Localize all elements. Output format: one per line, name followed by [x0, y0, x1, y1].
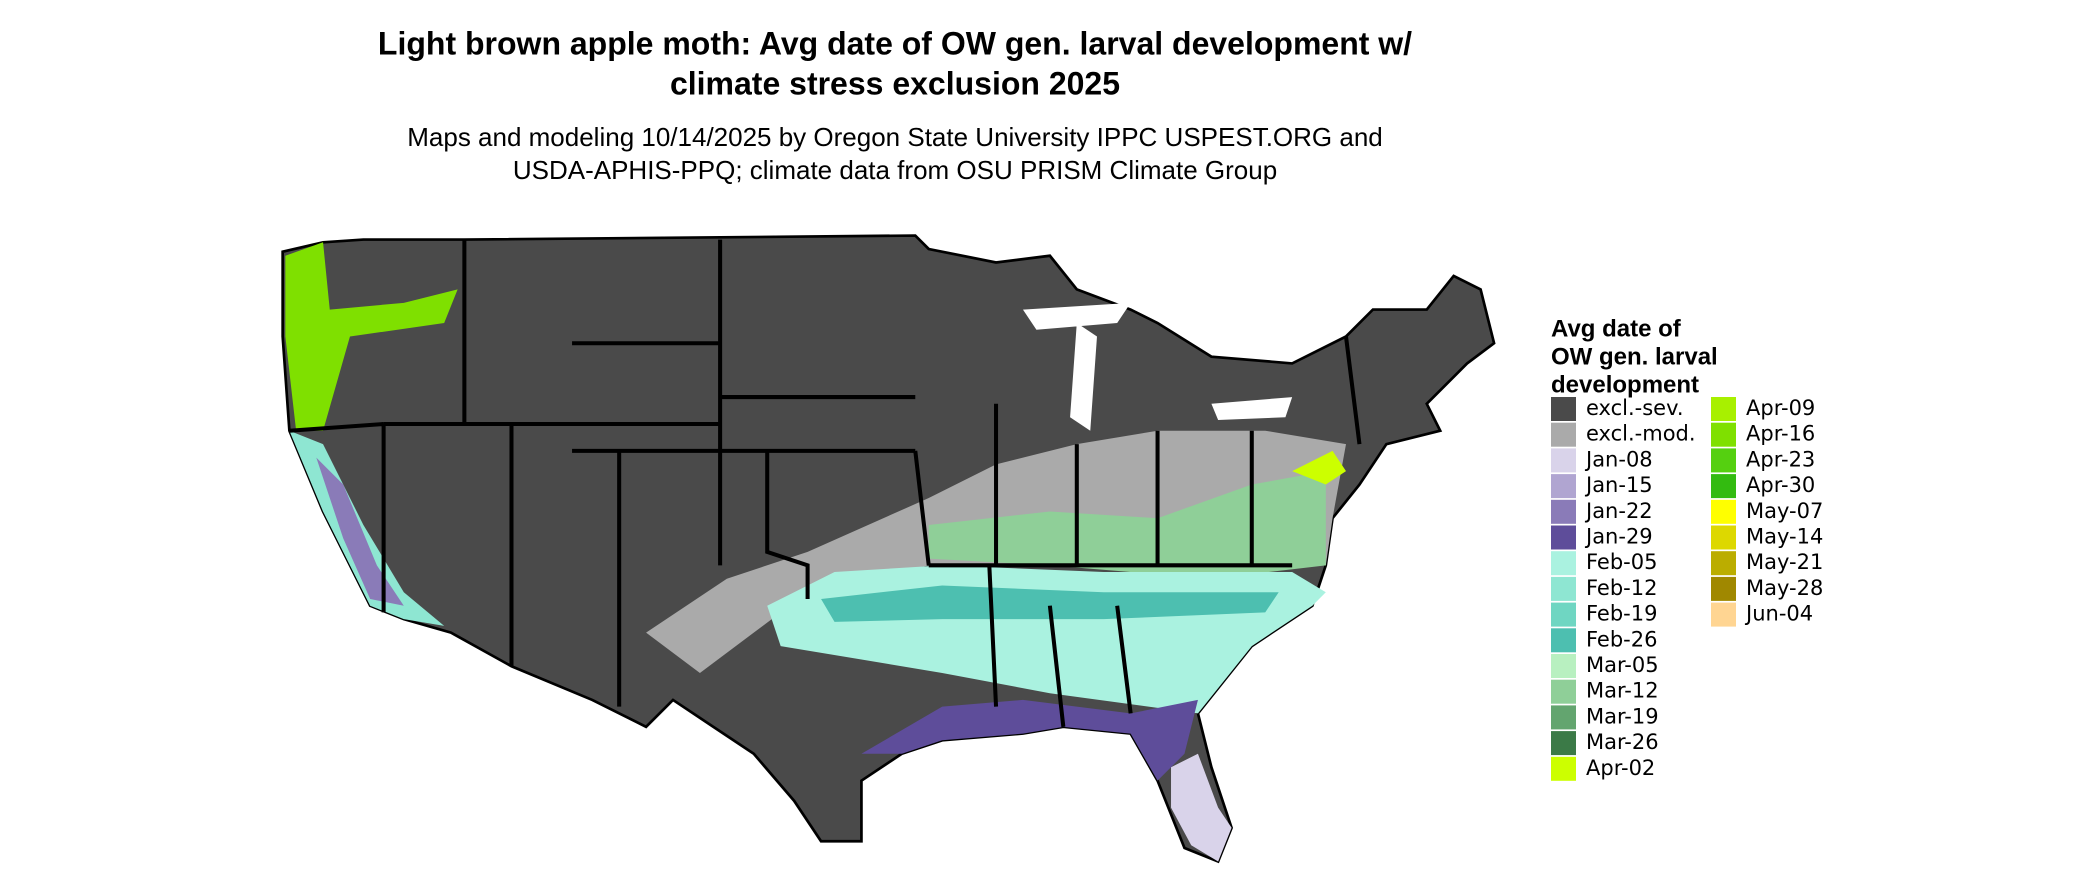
legend-label: excl.-mod.: [1586, 422, 1696, 446]
legend-swatch: [1711, 602, 1736, 627]
state-borders: [289, 239, 1362, 728]
legend-label: Jun-04: [1744, 602, 1813, 626]
title-line: climate stress exclusion 2025: [670, 65, 1120, 101]
legend-label: May-28: [1746, 576, 1823, 600]
legend-swatch: [1551, 654, 1576, 678]
legend-swatch: [1711, 551, 1736, 576]
legend-title-line: Avg date of: [1551, 315, 1682, 342]
legend-label: Mar-05: [1586, 653, 1659, 677]
legend-swatch: [1711, 474, 1736, 499]
legend-swatch: [1551, 499, 1576, 524]
legend-label: Mar-26: [1586, 730, 1659, 754]
legend-label: excl.-sev.: [1586, 396, 1684, 420]
legend-swatch: [1551, 731, 1576, 756]
legend-swatch: [1551, 576, 1576, 601]
region-northwest: [285, 242, 458, 431]
legend-swatch: [1551, 422, 1576, 447]
legend-label: Jan-22: [1584, 499, 1653, 523]
legend-swatch: [1551, 474, 1576, 499]
legend-swatch: [1711, 499, 1736, 524]
legend-label: Apr-02: [1586, 756, 1655, 780]
legend-label: Jan-15: [1584, 473, 1653, 497]
region-jan: [861, 699, 1198, 781]
legend-label: Feb-26: [1586, 627, 1657, 651]
legend-swatch: [1551, 397, 1576, 421]
legend-label: Feb-12: [1586, 576, 1657, 600]
legend-title-line: OW gen. larval: [1551, 343, 1718, 370]
legend-label: May-07: [1746, 499, 1823, 523]
legend-label: Apr-16: [1746, 422, 1815, 446]
region-mar: [928, 471, 1326, 579]
region-florida: [1171, 753, 1232, 862]
region-feb-dark: [821, 585, 1279, 622]
legend-swatch: [1711, 576, 1736, 601]
legend-label: Apr-30: [1746, 473, 1815, 497]
subtitle-line: Maps and modeling 10/14/2025 by Oregon S…: [407, 122, 1383, 152]
region-west-jan: [316, 457, 404, 606]
legend-swatch: [1551, 448, 1576, 473]
legend-label: Mar-19: [1586, 704, 1659, 728]
legend-swatch: [1711, 397, 1736, 421]
legend-swatch: [1551, 679, 1576, 704]
legend: excl.-sev.excl.-mod.Jan-08Jan-15Jan-22Ja…: [1551, 396, 1823, 781]
subtitle-line: USDA-APHIS-PPQ; climate data from OSU PR…: [513, 155, 1277, 185]
legend-label: Jan-29: [1584, 525, 1653, 549]
legend-label: Mar-12: [1586, 679, 1659, 703]
legend-label: Jan-08: [1584, 447, 1653, 471]
great-lakes: [1022, 302, 1293, 431]
legend-label: May-21: [1746, 550, 1823, 574]
legend-swatch: [1711, 448, 1736, 473]
map: [281, 234, 1496, 864]
legend-swatch: [1551, 628, 1576, 653]
region-nj: [1292, 450, 1346, 485]
legend-label: Feb-19: [1586, 602, 1657, 626]
legend-label: Apr-23: [1746, 447, 1815, 471]
legend-swatch: [1551, 602, 1576, 627]
legend-swatch: [1551, 551, 1576, 576]
legend-title-line: development: [1551, 371, 1699, 398]
title-line: Light brown apple moth: Avg date of OW g…: [378, 25, 1412, 61]
legend-swatch: [1551, 756, 1576, 781]
legend-label: Feb-05: [1586, 550, 1657, 574]
legend-swatch: [1711, 525, 1736, 550]
legend-swatch: [1551, 525, 1576, 550]
legend-label: May-14: [1746, 525, 1823, 549]
legend-swatch: [1551, 705, 1576, 730]
legend-swatch: [1711, 422, 1736, 447]
legend-label: Apr-09: [1746, 396, 1815, 420]
